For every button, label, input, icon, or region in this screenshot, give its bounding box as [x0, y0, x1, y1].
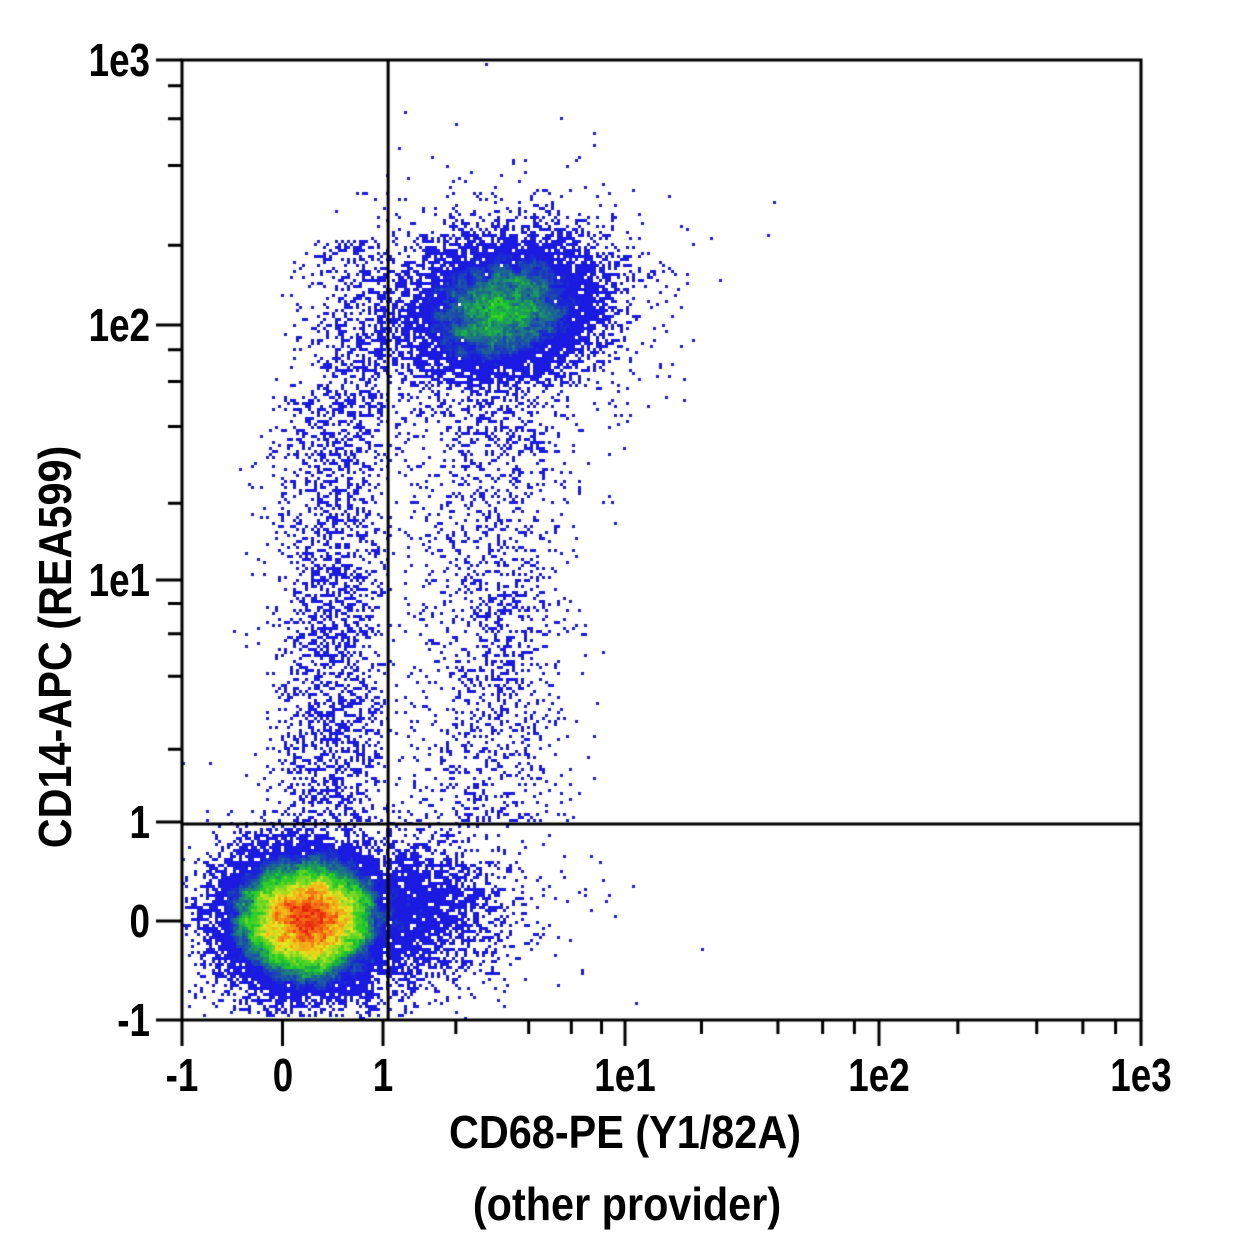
x-axis-subtitle: (other provider): [472, 1178, 782, 1230]
x-tick-label-0: 0: [272, 1049, 293, 1101]
y-tick-label--1: -1: [117, 994, 150, 1046]
y-tick-label-0: 0: [129, 895, 150, 947]
y-tick-label-1: 1: [129, 796, 150, 848]
y-tick-label-1e3: 1e3: [88, 34, 150, 86]
x-tick-label-1e1: 1e1: [594, 1049, 656, 1101]
y-axis-title: CD14-APC (REA599): [29, 445, 81, 849]
x-tick-label-1e2: 1e2: [848, 1049, 910, 1101]
x-tick-label-1e3: 1e3: [1110, 1049, 1172, 1101]
x-tick-label--1: -1: [165, 1049, 199, 1101]
x-tick-label-1: 1: [372, 1049, 394, 1101]
y-tick-label-1e1: 1e1: [88, 554, 150, 606]
x-axis-title: CD68-PE (Y1/82A): [448, 1106, 802, 1158]
y-tick-label-1e2: 1e2: [88, 299, 150, 351]
